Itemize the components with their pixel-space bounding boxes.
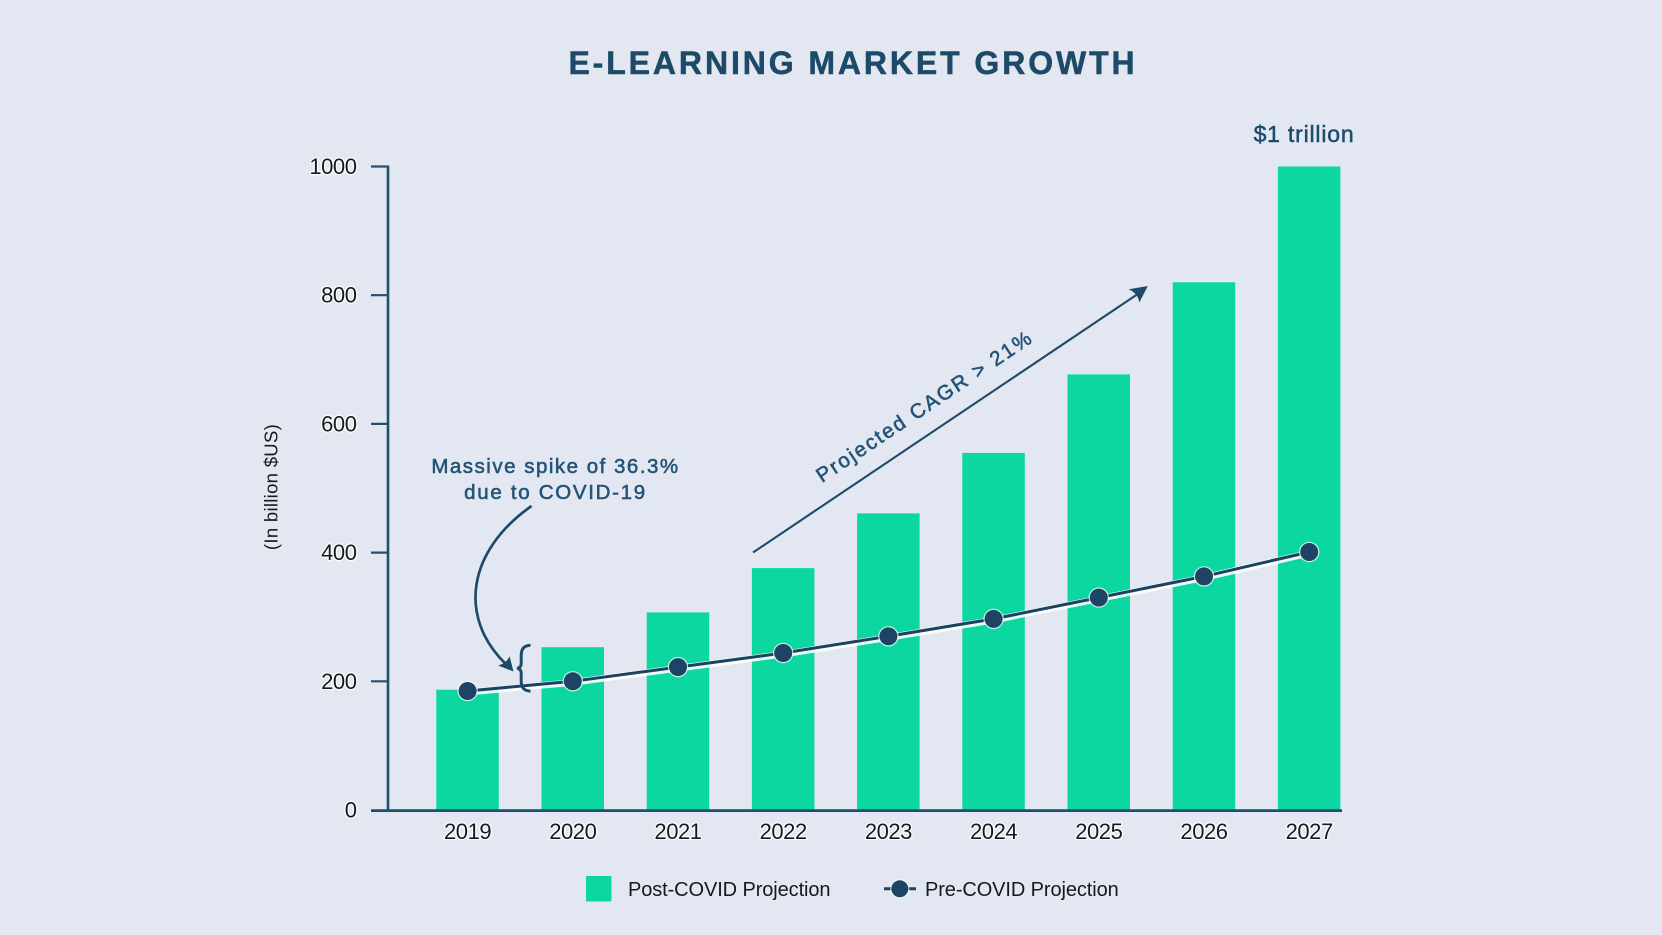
svg-text:due to COVID-19: due to COVID-19 (464, 481, 647, 504)
svg-text:2026: 2026 (1180, 819, 1227, 844)
svg-text:Pre-COVID Projection: Pre-COVID Projection (925, 879, 1119, 901)
svg-text:800: 800 (321, 283, 357, 308)
svg-text:Post-COVID Projection: Post-COVID Projection (628, 879, 830, 901)
svg-text:$1 trillion: $1 trillion (1254, 121, 1355, 147)
svg-text:2027: 2027 (1286, 819, 1333, 844)
svg-text:2024: 2024 (970, 819, 1017, 844)
svg-text:2022: 2022 (760, 819, 807, 844)
svg-text:0: 0 (345, 798, 357, 823)
svg-text:200: 200 (321, 669, 357, 694)
svg-text:2025: 2025 (1075, 819, 1122, 844)
svg-text:400: 400 (321, 540, 357, 565)
svg-text:600: 600 (321, 411, 357, 436)
svg-text:2020: 2020 (549, 819, 596, 844)
svg-text:(In billion $US): (In billion $US) (261, 424, 282, 550)
svg-text:E-LEARNING MARKET GROWTH: E-LEARNING MARKET GROWTH (568, 45, 1137, 81)
svg-text:2023: 2023 (865, 819, 912, 844)
svg-text:1000: 1000 (309, 154, 356, 179)
svg-text:2019: 2019 (444, 819, 491, 844)
svg-text:2021: 2021 (654, 819, 701, 844)
svg-text:Massive spike of 36.3%: Massive spike of 36.3% (431, 455, 679, 478)
